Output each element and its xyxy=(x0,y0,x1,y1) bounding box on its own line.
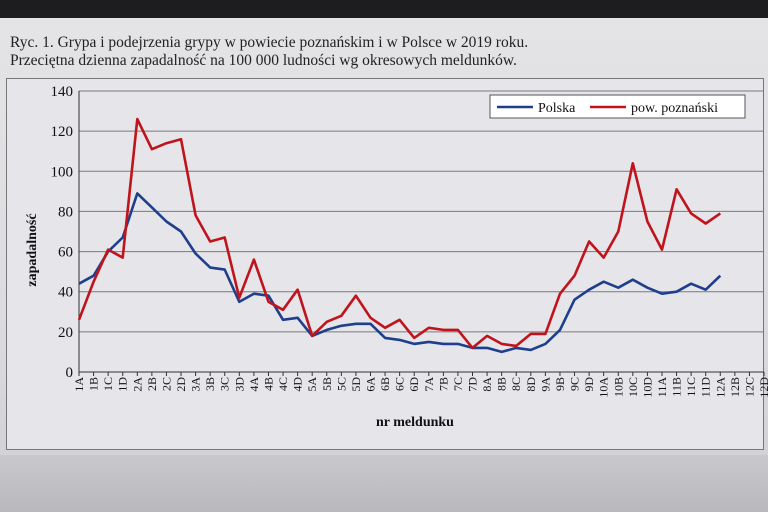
x-tick-label: 6A xyxy=(363,377,377,392)
x-tick-label: 9D xyxy=(582,377,596,392)
x-tick-label: 5B xyxy=(320,377,334,391)
series-line xyxy=(77,117,722,350)
x-tick-label: 1B xyxy=(87,377,101,391)
x-tick-label: 12A xyxy=(713,377,727,398)
x-tick-label: 9B xyxy=(553,377,567,391)
figure-caption: Ryc. 1. Grypa i podejrzenia grypy w powi… xyxy=(10,34,762,70)
y-tick-label: 140 xyxy=(51,84,74,100)
x-tick-label: 7D xyxy=(466,377,480,392)
x-tick-label: 6C xyxy=(393,377,407,391)
x-tick-label: 8A xyxy=(480,377,494,392)
x-tick-label: 5C xyxy=(334,377,348,391)
x-tick-label: 3D xyxy=(232,377,246,392)
x-tick-labels: 1A 1B 1C 1D 2A 2B 2C 2D 3A 3B 3C 3D 4A 4B 4C 4D 5A 5B 5C 5D… xyxy=(72,377,768,398)
x-axis-label: nr meldunku xyxy=(376,415,454,430)
x-tick-label: 8B xyxy=(495,377,509,391)
x-tick-label: 5D xyxy=(349,377,363,392)
x-tick-label: 2A xyxy=(130,377,144,392)
y-tick-label: 40 xyxy=(58,285,73,301)
x-tick-label: 6D xyxy=(407,377,421,392)
x-tick-label: 4B xyxy=(261,377,275,391)
x-tick-label: 8C xyxy=(509,377,523,391)
x-tick-label: 8D xyxy=(524,377,538,392)
x-tick-label: 11A xyxy=(655,377,669,398)
x-tick-label: 6B xyxy=(378,377,392,391)
x-tick-label: 12B xyxy=(728,377,742,397)
y-tick-label: 0 xyxy=(66,365,74,381)
x-tick-label: 4A xyxy=(247,377,261,392)
grid-lines xyxy=(79,90,764,333)
y-axis-label: zapadalność xyxy=(25,213,40,286)
x-tick-label: 9A xyxy=(538,377,552,392)
x-tick-label: 12C xyxy=(742,377,756,397)
x-tick-label: 2D xyxy=(174,377,188,392)
series-line xyxy=(78,192,722,354)
x-tick-label: 10D xyxy=(640,377,654,398)
x-tick-label: 1D xyxy=(116,377,130,392)
x-tick-label: 1C xyxy=(101,377,115,391)
x-tick-label: 4D xyxy=(291,377,305,392)
x-tick-label: 9C xyxy=(568,377,582,391)
y-tick-label: 80 xyxy=(58,204,73,220)
x-tick-label: 3B xyxy=(203,377,217,391)
y-tick-label: 120 xyxy=(51,124,74,140)
legend-label: Polska xyxy=(538,101,576,116)
legend-label: pow. poznański xyxy=(631,101,718,116)
x-tick-label: 2B xyxy=(145,377,159,391)
y-tick-label: 100 xyxy=(51,164,74,180)
x-tick-label: 3C xyxy=(218,377,232,391)
x-tick-label: 10A xyxy=(597,377,611,398)
x-tick-label: 7C xyxy=(451,377,465,391)
page-bottom-shadow xyxy=(0,455,768,512)
x-tick-label: 4C xyxy=(276,377,290,391)
x-tick-label: 7B xyxy=(436,377,450,391)
x-tick-label: 11C xyxy=(684,377,698,397)
y-tick-labels: 0 20 40 60 80 100 120 140 xyxy=(51,84,74,381)
x-tick-label: 1A xyxy=(72,377,86,392)
x-tick-label: 10B xyxy=(611,377,625,397)
x-tick-label: 5A xyxy=(305,377,319,392)
y-tick-label: 20 xyxy=(58,325,73,341)
caption-line-1: Ryc. 1. Grypa i podejrzenia grypy w powi… xyxy=(10,34,529,51)
x-tick-label: 3A xyxy=(189,377,203,392)
x-tick-label: 10C xyxy=(626,377,640,397)
caption-line-2: Przeciętna dzienna zapadalność na 100 00… xyxy=(10,52,517,69)
x-tick-label: 2C xyxy=(159,377,173,391)
x-tick-label: 12D xyxy=(757,377,768,398)
series-lines xyxy=(77,117,722,354)
x-tick-label: 11D xyxy=(699,377,713,398)
x-tick-label: 11B xyxy=(670,377,684,397)
y-tick-label: 60 xyxy=(58,245,73,261)
legend: Polska pow. poznański xyxy=(489,94,746,119)
axes xyxy=(78,91,765,376)
chart-panel xyxy=(6,78,764,450)
x-tick-label: 7A xyxy=(422,377,436,392)
